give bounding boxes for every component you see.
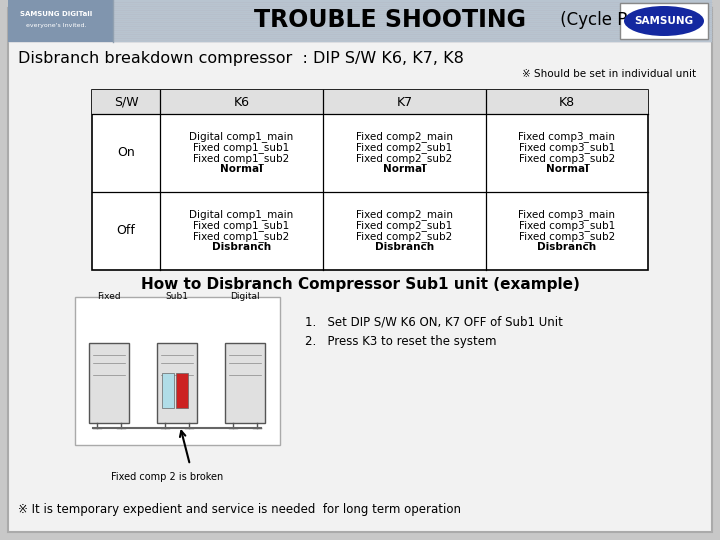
Text: Disbranch breakdown compressor  : DIP S/W K6, K7, K8: Disbranch breakdown compressor : DIP S/W…: [18, 51, 464, 66]
Text: Fixed comp3_sub1: Fixed comp3_sub1: [519, 142, 615, 153]
Text: Fixed: Fixed: [97, 292, 121, 301]
Text: Fixed comp2_main: Fixed comp2_main: [356, 209, 453, 220]
Bar: [620, 3, 708, 39]
Text: Fixed comp1_sub1: Fixed comp1_sub1: [194, 142, 289, 153]
Bar: [92, 90, 648, 270]
Text: Fixed comp2_sub2: Fixed comp2_sub2: [356, 231, 453, 242]
Bar: [176, 373, 188, 408]
Text: Digital: Digital: [230, 292, 260, 301]
Text: Fixed comp2_main: Fixed comp2_main: [356, 131, 453, 142]
Ellipse shape: [624, 6, 704, 36]
Bar: [8, 0, 712, 42]
Text: Sub1: Sub1: [166, 292, 189, 301]
Text: Off: Off: [117, 225, 135, 238]
Text: Fixed comp3_main: Fixed comp3_main: [518, 131, 616, 142]
Text: Disbranch: Disbranch: [375, 242, 434, 253]
Text: Normal: Normal: [220, 165, 263, 174]
Text: Fixed comp3_sub2: Fixed comp3_sub2: [519, 153, 615, 164]
Text: SAMSUNG DIGITall: SAMSUNG DIGITall: [20, 11, 92, 17]
Text: Fixed comp3_sub2: Fixed comp3_sub2: [519, 231, 615, 242]
Bar: [89, 343, 129, 423]
Bar: [162, 373, 174, 408]
Text: K7: K7: [397, 96, 413, 109]
Text: K6: K6: [233, 96, 250, 109]
Text: How to Disbranch Compressor Sub1 unit (example): How to Disbranch Compressor Sub1 unit (e…: [140, 278, 580, 293]
Text: Fixed comp2_sub1: Fixed comp2_sub1: [356, 142, 453, 153]
Bar: [8, 0, 113, 42]
Text: Fixed comp3_sub1: Fixed comp3_sub1: [519, 220, 615, 231]
Text: Digital comp1_main: Digital comp1_main: [189, 131, 294, 142]
Text: (Cycle Part): (Cycle Part): [555, 11, 657, 29]
Text: 2.   Press K3 to reset the system: 2. Press K3 to reset the system: [305, 335, 497, 348]
Text: Fixed comp2_sub1: Fixed comp2_sub1: [356, 220, 453, 231]
Text: Fixed comp1_sub2: Fixed comp1_sub2: [194, 231, 289, 242]
Text: Normal: Normal: [546, 165, 588, 174]
Text: Fixed comp1_sub1: Fixed comp1_sub1: [194, 220, 289, 231]
Text: S/W: S/W: [114, 96, 138, 109]
Text: 1.   Set DIP S/W K6 ON, K7 OFF of Sub1 Unit: 1. Set DIP S/W K6 ON, K7 OFF of Sub1 Uni…: [305, 315, 563, 328]
Text: Fixed comp2_sub2: Fixed comp2_sub2: [356, 153, 453, 164]
Text: SAMSUNG: SAMSUNG: [634, 16, 693, 26]
Text: K8: K8: [559, 96, 575, 109]
Text: Disbranch: Disbranch: [212, 242, 271, 253]
Text: everyone's Invited.: everyone's Invited.: [26, 24, 86, 29]
Text: ※ It is temporary expedient and service is needed  for long term operation: ※ It is temporary expedient and service …: [18, 503, 461, 516]
Text: Disbranch: Disbranch: [537, 242, 597, 253]
Text: Fixed comp1_sub2: Fixed comp1_sub2: [194, 153, 289, 164]
Text: ※ Should be set in individual unit: ※ Should be set in individual unit: [522, 69, 696, 79]
Bar: [157, 343, 197, 423]
Text: Normal: Normal: [383, 165, 426, 174]
Text: On: On: [117, 146, 135, 159]
Text: TROUBLE SHOOTING: TROUBLE SHOOTING: [254, 8, 526, 32]
Text: Digital comp1_main: Digital comp1_main: [189, 209, 294, 220]
Bar: [92, 90, 648, 114]
Bar: [225, 343, 265, 423]
Text: Fixed comp3_main: Fixed comp3_main: [518, 209, 616, 220]
Bar: [75, 297, 280, 445]
Text: Fixed comp 2 is broken: Fixed comp 2 is broken: [112, 472, 224, 482]
